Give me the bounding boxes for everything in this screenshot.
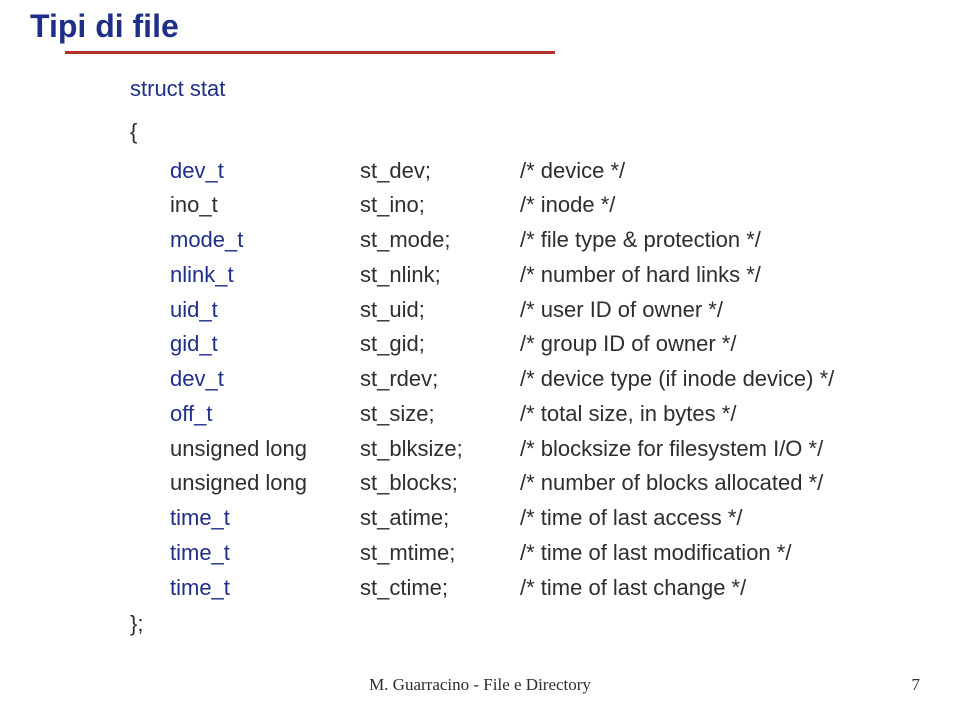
member-comment: /* number of blocks allocated */ [520,466,930,501]
struct-member-row: time_tst_mtime;/* time of last modificat… [90,536,930,571]
struct-member-row: dev_tst_rdev;/* device type (if inode de… [90,362,930,397]
close-brace: }; [90,605,930,642]
member-comment: /* time of last access */ [520,501,930,536]
member-type: dev_t [170,154,360,189]
open-brace: { [90,115,930,150]
member-type: gid_t [170,327,360,362]
member-field: st_ino; [360,188,520,223]
member-field: st_nlink; [360,258,520,293]
member-type: time_t [170,501,360,536]
member-field: st_size; [360,397,520,432]
title-rule [65,51,555,54]
member-type: mode_t [170,223,360,258]
struct-member-row: ino_tst_ino;/* inode */ [90,188,930,223]
struct-member-row: dev_tst_dev;/* device */ [90,154,930,189]
member-comment: /* user ID of owner */ [520,293,930,328]
page-number: 7 [912,675,921,695]
member-field: st_blocks; [360,466,520,501]
struct-member-row: unsigned longst_blocks;/* number of bloc… [90,466,930,501]
member-comment: /* total size, in bytes */ [520,397,930,432]
struct-member-row: mode_tst_mode;/* file type & protection … [90,223,930,258]
member-type: unsigned long [170,432,360,467]
struct-member-row: unsigned longst_blksize;/* blocksize for… [90,432,930,467]
member-comment: /* inode */ [520,188,930,223]
member-type: ino_t [170,188,360,223]
member-comment: /* device */ [520,154,930,189]
struct-members: dev_tst_dev;/* device */ino_tst_ino;/* i… [90,154,930,606]
slide-title: Tipi di file [30,8,930,45]
member-field: st_ctime; [360,571,520,606]
struct-member-row: uid_tst_uid;/* user ID of owner */ [90,293,930,328]
member-type: dev_t [170,362,360,397]
member-field: st_mode; [360,223,520,258]
member-field: st_gid; [360,327,520,362]
member-field: st_blksize; [360,432,520,467]
member-type: uid_t [170,293,360,328]
struct-member-row: time_tst_atime;/* time of last access */ [90,501,930,536]
member-field: st_uid; [360,293,520,328]
member-comment: /* time of last modification */ [520,536,930,571]
struct-member-row: off_tst_size;/* total size, in bytes */ [90,397,930,432]
member-type: time_t [170,536,360,571]
struct-member-row: nlink_tst_nlink;/* number of hard links … [90,258,930,293]
member-comment: /* device type (if inode device) */ [520,362,930,397]
struct-member-row: gid_tst_gid;/* group ID of owner */ [90,327,930,362]
member-type: off_t [170,397,360,432]
code-block: struct stat { dev_tst_dev;/* device */in… [30,72,930,642]
footer-text: M. Guarracino - File e Directory [0,675,960,695]
member-field: st_mtime; [360,536,520,571]
member-comment: /* time of last change */ [520,571,930,606]
member-type: nlink_t [170,258,360,293]
struct-member-row: time_tst_ctime;/* time of last change */ [90,571,930,606]
member-comment: /* group ID of owner */ [520,327,930,362]
member-field: st_dev; [360,154,520,189]
member-type: unsigned long [170,466,360,501]
member-type: time_t [170,571,360,606]
member-comment: /* number of hard links */ [520,258,930,293]
member-comment: /* blocksize for filesystem I/O */ [520,432,930,467]
struct-keyword: struct stat [90,72,930,107]
slide-page: Tipi di file struct stat { dev_tst_dev;/… [0,0,960,705]
member-field: st_rdev; [360,362,520,397]
member-field: st_atime; [360,501,520,536]
member-comment: /* file type & protection */ [520,223,930,258]
